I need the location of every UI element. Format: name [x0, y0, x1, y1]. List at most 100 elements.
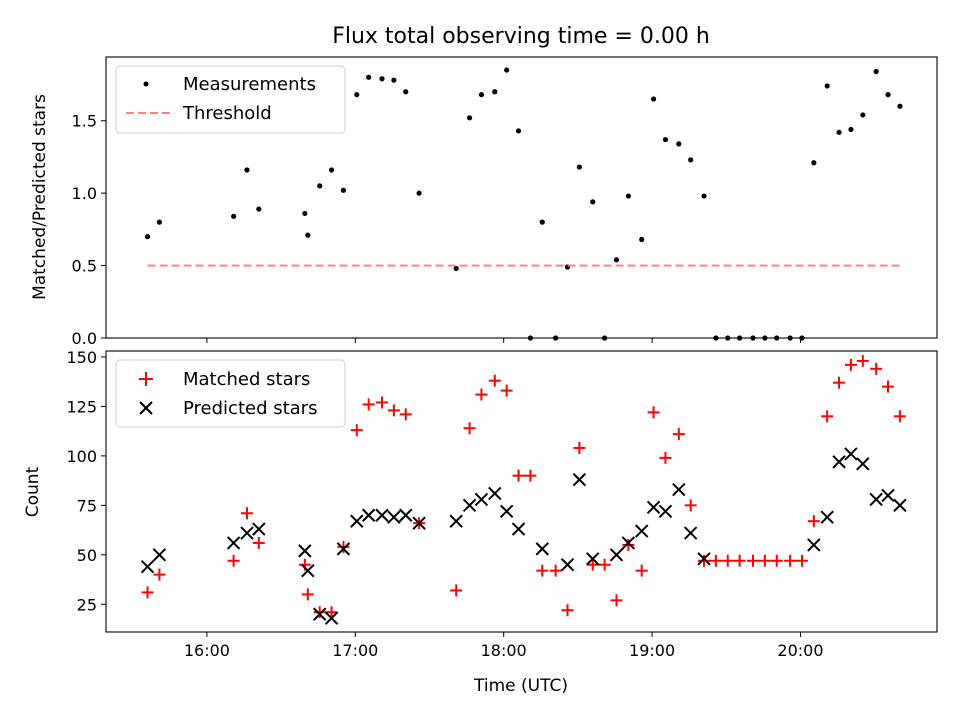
predicted-stars-point	[462, 498, 477, 513]
predicted-stars-point	[350, 514, 364, 528]
matched-stars-point	[833, 376, 846, 389]
matched-stars-point	[659, 451, 672, 464]
predicted-stars-point	[240, 526, 254, 540]
measurements-point	[897, 103, 903, 109]
predicted-stars-point	[621, 536, 636, 550]
matched-stars-point	[387, 404, 400, 417]
matched-stars-point	[227, 554, 240, 567]
predicted-stars-point	[807, 538, 821, 552]
x-tick-label: 20:00	[777, 641, 823, 660]
count-panel: 25 50 75 100 125 150 16:00 17:00 18:00 19:00 20:0…	[23, 348, 938, 696]
ratio-y-axis-label: Matched/Predicted stars	[30, 94, 50, 300]
y-tick-label: 100	[66, 447, 97, 466]
predicted-stars-point	[336, 542, 351, 556]
matched-stars-point	[733, 554, 746, 567]
count-y-axis-label: Count	[23, 466, 43, 517]
measurements-point	[156, 219, 163, 225]
predicted-stars-point	[572, 472, 587, 487]
predicted-stars-point	[697, 552, 711, 566]
predicted-stars-point	[399, 508, 413, 522]
measurements-point	[848, 126, 854, 133]
predicted-stars-point	[152, 548, 167, 562]
legend-threshold-label: Threshold	[182, 103, 272, 124]
matched-stars-point	[856, 354, 869, 367]
y-tick-label: 0.5	[72, 257, 97, 276]
measurements-point	[811, 160, 817, 166]
predicted-stars-point	[881, 488, 895, 503]
predicted-stars-point	[375, 508, 389, 522]
matched-stars-point	[512, 469, 525, 482]
predicted-stars-point	[683, 526, 698, 540]
matched-stars-point	[893, 410, 906, 423]
ratio-legend-box	[115, 65, 346, 134]
matched-stars-point	[325, 606, 338, 619]
predicted-stars-point	[474, 492, 489, 507]
measurements-point	[340, 187, 347, 193]
matched-stars-point	[153, 568, 166, 581]
measurements-point	[688, 157, 694, 163]
matched-stars-point	[252, 536, 265, 549]
measurements-point	[453, 265, 459, 272]
matched-stars-point	[399, 408, 412, 421]
matched-stars-point	[500, 384, 513, 397]
measurements-point	[539, 219, 545, 225]
measurements-point	[492, 89, 498, 95]
predicted-stars-point	[226, 536, 241, 550]
y-tick-label: 0.0	[72, 329, 97, 348]
matched-stars-point	[549, 564, 562, 577]
y-tick-label: 25	[77, 595, 97, 614]
matched-stars-point	[758, 554, 771, 567]
predicted-stars-point	[324, 611, 339, 625]
measurements-point	[662, 136, 669, 143]
measurements-point	[302, 210, 308, 217]
measurements-point	[515, 128, 522, 134]
predicted-stars-point	[298, 544, 312, 558]
ratio-x-ticks	[206, 338, 801, 343]
matched-stars-point	[561, 604, 574, 617]
matched-stars-point	[672, 428, 685, 441]
predicted-stars-point	[634, 524, 649, 538]
legend-matched-marker	[139, 372, 153, 386]
ratio-axes-frame	[105, 56, 938, 339]
count-axes-frame	[105, 350, 938, 633]
matched-stars-point	[795, 554, 808, 567]
predicted-stars-point	[140, 559, 155, 574]
matched-stars-point	[463, 422, 476, 435]
measurements-point	[478, 92, 485, 98]
y-tick-label: 75	[77, 496, 97, 515]
predicted-stars-point	[511, 522, 526, 536]
measurements-point	[403, 89, 409, 95]
matched-stars-point	[844, 358, 857, 371]
ratio-y-ticks: 0.0 0.5 1.0 1.5	[72, 112, 106, 348]
matched-stars-point	[313, 606, 326, 619]
matched-stars-point	[870, 362, 883, 375]
matched-stars-point	[240, 507, 253, 520]
legend-measurements-label: Measurements	[183, 74, 316, 95]
y-tick-label: 1.5	[72, 112, 97, 131]
matched-stars-point	[475, 388, 488, 401]
measurements-point	[639, 236, 645, 243]
measurements-point	[305, 232, 311, 238]
matched-stars-point	[450, 584, 463, 597]
predicted-stars-point	[844, 447, 858, 461]
matched-stars-point	[337, 540, 350, 553]
predicted-stars-point	[488, 486, 502, 501]
matched-stars-point	[610, 594, 623, 607]
measurements-point	[613, 257, 620, 263]
predicted-stars-point	[820, 510, 834, 524]
matched-stars-point	[721, 554, 734, 567]
matched-stars-point	[647, 406, 660, 419]
measurements-point	[650, 96, 657, 102]
measurements-point	[824, 83, 830, 89]
matched-stars-point	[488, 374, 501, 387]
measurements-point	[379, 76, 385, 82]
matched-stars-point	[770, 554, 783, 567]
matched-stars-point	[524, 469, 537, 482]
predicted-stars-point	[301, 563, 315, 578]
ratio-legend: Measurements Threshold	[115, 65, 346, 134]
predicted-stars-point	[312, 607, 327, 621]
matched-stars-point	[598, 558, 611, 571]
count-legend-box	[115, 359, 346, 428]
measurements-point	[466, 115, 473, 121]
